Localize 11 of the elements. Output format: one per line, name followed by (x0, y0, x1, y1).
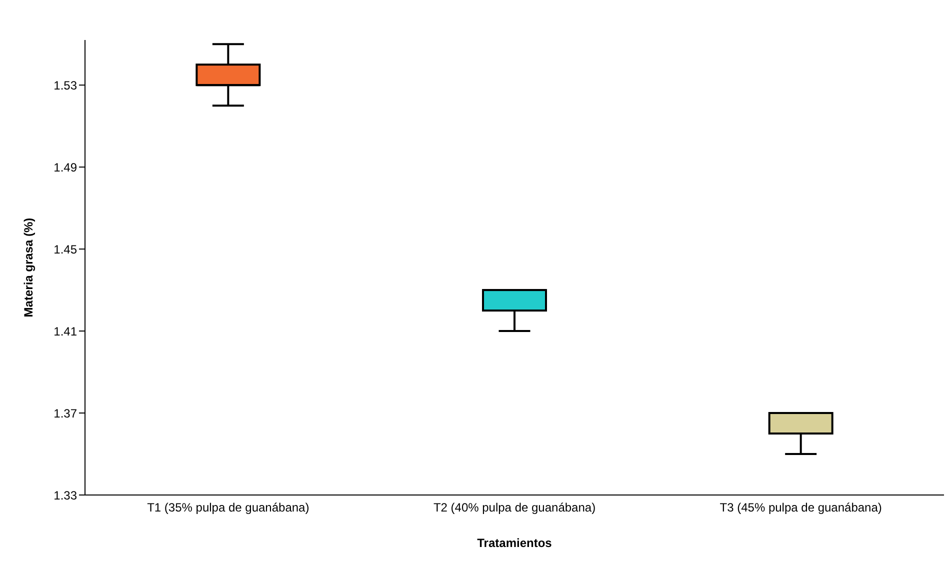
y-tick-label: 1.41 (54, 324, 78, 338)
y-tick-label: 1.49 (54, 160, 78, 174)
x-tick-label: T3 (45% pulpa de guanábana) (720, 500, 882, 515)
x-axis-title: Tratamientos (477, 536, 552, 550)
y-tick-label: 1.37 (54, 406, 78, 420)
y-tick-label: 1.45 (54, 242, 78, 256)
y-axis-title: Materia grasa (%) (21, 218, 36, 318)
x-tick-label: T1 (35% pulpa de guanábana) (147, 500, 310, 515)
y-tick-label: 1.53 (54, 78, 78, 92)
x-tick-label: T2 (40% pulpa de guanábana) (433, 500, 596, 515)
y-tick-label: 1.33 (54, 488, 78, 502)
